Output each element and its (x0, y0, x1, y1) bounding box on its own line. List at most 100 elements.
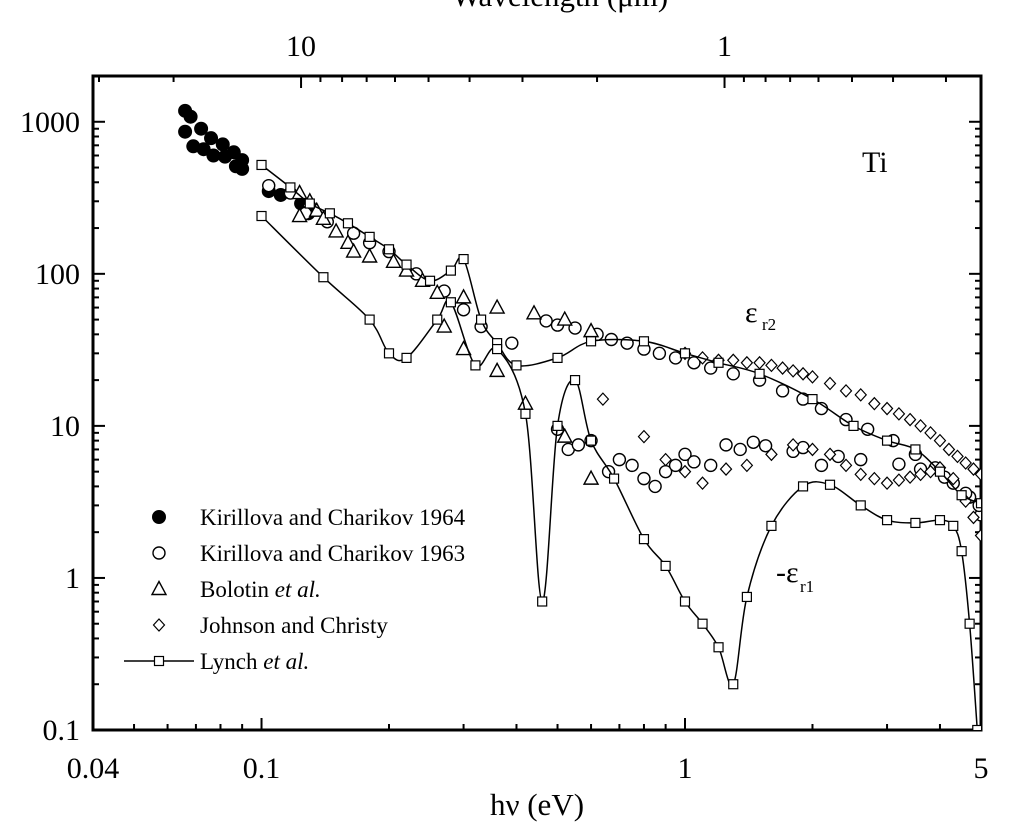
data-point (713, 357, 724, 368)
x-tick-label: 5 (974, 752, 989, 785)
data-point (659, 452, 672, 467)
data-point (262, 178, 276, 193)
data-point (975, 498, 981, 509)
legend-item: Kirillova and Charikov 1964 (152, 505, 466, 530)
data-point (776, 361, 789, 375)
series-2 (262, 178, 981, 522)
data-point (839, 458, 853, 473)
data-point (424, 275, 436, 286)
data-point (758, 439, 773, 453)
data-point (728, 679, 739, 690)
data-point (364, 231, 375, 242)
legend-item: Lynch et al. (124, 649, 309, 674)
annotation-eps-r2-base: ε (745, 296, 758, 329)
data-point (596, 392, 610, 406)
legend-label: Bolotin et al. (200, 577, 321, 602)
data-point (525, 304, 543, 320)
data-point (520, 408, 531, 419)
data-point (364, 314, 375, 325)
data-point (383, 348, 395, 359)
data-point (959, 456, 972, 470)
data-point (556, 427, 573, 443)
data-point (687, 356, 701, 370)
data-point (582, 469, 600, 485)
data-point (765, 358, 778, 373)
element-label: Ti (862, 146, 888, 179)
data-point (178, 124, 193, 139)
data-point (924, 425, 937, 440)
data-point (964, 618, 975, 629)
data-point (679, 348, 691, 359)
data-point (924, 464, 937, 479)
data-point (612, 452, 627, 467)
data-point (517, 394, 534, 410)
data-point (746, 435, 761, 449)
data-point (511, 360, 522, 371)
data-point (318, 272, 329, 283)
data-point (807, 394, 818, 405)
data-point (206, 148, 221, 163)
data-point (432, 314, 443, 325)
x-axis-title: hν (eV) (490, 787, 584, 822)
data-point (637, 429, 651, 444)
legend-marker (152, 546, 166, 560)
y-tick-label: 0.1 (43, 714, 81, 747)
data-point (696, 476, 709, 491)
data-point (492, 343, 503, 355)
data-point (823, 376, 837, 391)
data-point (974, 528, 981, 543)
data-point (361, 247, 378, 263)
data-point (291, 207, 308, 223)
y-tick-label: 100 (35, 258, 80, 291)
data-point (903, 470, 917, 485)
data-point (436, 317, 453, 333)
data-point (552, 352, 563, 363)
data-point (215, 137, 230, 152)
data-point (204, 131, 219, 146)
data-point (806, 370, 819, 384)
data-point (951, 449, 964, 464)
plot-area (178, 103, 981, 730)
data-point (741, 591, 752, 603)
data-point (638, 336, 650, 347)
data-point (868, 471, 881, 486)
data-point (855, 500, 866, 511)
data-point (571, 438, 586, 452)
y-tick-label: 10 (50, 410, 80, 443)
x-tick-label: 0.1 (243, 752, 281, 785)
data-point (324, 208, 335, 219)
series-5 (256, 159, 981, 730)
series-line-eps_r2 (261, 164, 981, 504)
data-point (537, 596, 548, 607)
data-point (476, 314, 487, 325)
data-point (934, 466, 946, 477)
data-point (552, 420, 563, 431)
data-point (823, 447, 837, 462)
data-point (880, 476, 894, 491)
data-point (967, 510, 980, 525)
data-point (660, 560, 671, 572)
data-point (946, 471, 960, 486)
data-point (470, 360, 481, 371)
y-tick-label: 1000 (20, 106, 80, 139)
data-point (910, 444, 921, 455)
data-point (668, 458, 683, 473)
data-point (880, 401, 894, 416)
data-point (914, 467, 927, 482)
data-point (814, 458, 829, 473)
data-point (740, 458, 754, 473)
data-point (839, 383, 853, 398)
data-point (539, 314, 553, 328)
data-point (719, 438, 733, 452)
data-point (256, 159, 267, 171)
data-point (196, 142, 211, 157)
data-point (797, 481, 809, 492)
data-point (429, 283, 446, 300)
data-point (256, 210, 267, 222)
data-point (726, 353, 740, 368)
data-point (585, 435, 597, 446)
data-point (854, 387, 868, 402)
data-point (972, 724, 981, 730)
annotation-neg-eps-r1: -ε r1 (776, 556, 814, 596)
